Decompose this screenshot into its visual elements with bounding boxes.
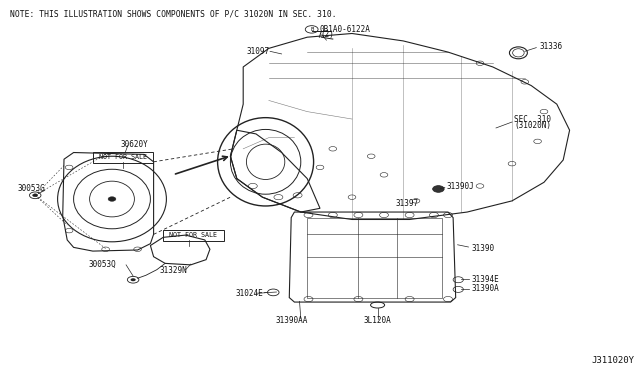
Text: 30053G: 30053G [18, 185, 45, 193]
Text: 31390: 31390 [471, 244, 494, 253]
Text: 3L120A: 3L120A [364, 316, 391, 325]
Text: 31390A: 31390A [471, 284, 499, 293]
Text: 31097: 31097 [246, 47, 269, 56]
Text: 31397: 31397 [396, 199, 419, 208]
Text: 31394E: 31394E [471, 275, 499, 283]
Circle shape [433, 186, 444, 192]
Text: 30620Y: 30620Y [120, 140, 148, 149]
Text: 31329N: 31329N [160, 266, 188, 275]
Circle shape [108, 197, 116, 201]
Text: (31020N): (31020N) [514, 121, 551, 130]
Text: 31024E: 31024E [236, 289, 263, 298]
Text: 31336: 31336 [540, 42, 563, 51]
Text: B: B [310, 27, 314, 32]
Text: SEC. 310: SEC. 310 [514, 115, 551, 124]
Text: 30053Q: 30053Q [88, 260, 116, 269]
Text: (2): (2) [320, 30, 334, 39]
Text: NOT FOR SALE: NOT FOR SALE [99, 154, 147, 160]
Text: NOT FOR SALE: NOT FOR SALE [169, 232, 218, 238]
Text: 31390J: 31390J [447, 182, 474, 191]
Text: NOTE: THIS ILLUSTRATION SHOWS COMPONENTS OF P/C 31020N IN SEC. 310.: NOTE: THIS ILLUSTRATION SHOWS COMPONENTS… [10, 9, 336, 18]
Circle shape [33, 194, 38, 197]
Text: 0B1A0-6122A: 0B1A0-6122A [319, 25, 370, 34]
Text: J311020Y: J311020Y [592, 356, 635, 365]
Text: 31390AA: 31390AA [275, 316, 308, 325]
Circle shape [131, 278, 136, 281]
